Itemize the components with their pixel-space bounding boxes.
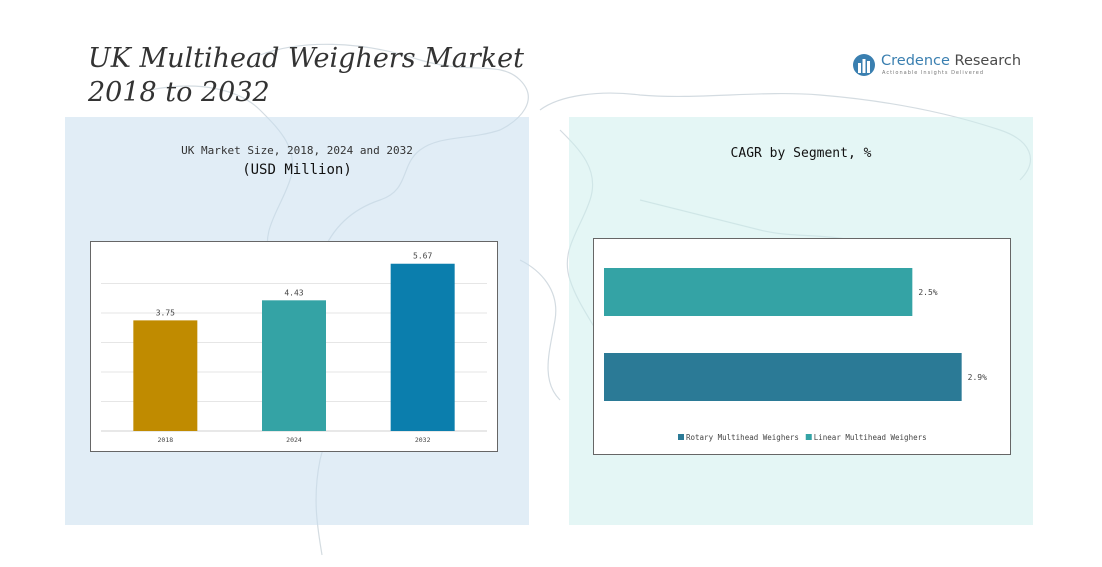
- legend-swatch: [678, 434, 684, 440]
- legend-label: Rotary Multihead Weighers: [686, 433, 799, 442]
- bar-2032: [390, 263, 455, 431]
- x-tick-label: 2032: [415, 436, 431, 444]
- cagr-chart-title: CAGR by Segment, %: [730, 146, 872, 161]
- logo-brand-part1: Credence: [881, 53, 950, 69]
- bar-value-label: 5.67: [413, 252, 432, 261]
- logo-brand-text: Credence Research: [881, 53, 1021, 69]
- logo-brand-part2: Research: [949, 53, 1022, 69]
- legend-label: Linear Multihead Weighers: [814, 433, 927, 442]
- hbar-linear-multihead-weighers: [604, 268, 913, 316]
- bar-2018: [133, 320, 198, 431]
- hbar-rotary-multihead-weighers: [604, 353, 962, 401]
- title-line-1: UK Multihead Weighers Market: [88, 43, 524, 74]
- market-size-bar-chart: 3.75 2018 4.43 2024 5.67 2032: [101, 252, 487, 444]
- page-title: UK Multihead Weighers Market 2018 to 203…: [88, 42, 548, 110]
- x-tick-label: 2024: [286, 436, 302, 444]
- hbar-value-label: 2.5%: [918, 288, 937, 297]
- logo-mark-icon: [853, 54, 875, 76]
- market-size-chart-frame: 3.75 2018 4.43 2024 5.67 2032: [90, 241, 498, 452]
- x-tick-label: 2018: [158, 436, 174, 444]
- legend-swatch: [805, 434, 812, 440]
- market-size-chart-subtitle: (USD Million): [242, 162, 352, 178]
- credence-research-logo: Credence Research Actionable Insights De…: [851, 52, 1021, 82]
- bar-value-label: 4.43: [284, 288, 303, 297]
- title-line-2: 2018 to 2032: [88, 77, 270, 108]
- hbar-value-label: 2.9%: [968, 373, 987, 382]
- bar-value-label: 3.75: [156, 308, 175, 317]
- cagr-horizontal-bar-chart: 2.5% 2.9% Rotary Multihead Weighers Linear …: [604, 268, 987, 442]
- cagr-chart-frame: 2.5% 2.9% Rotary Multihead Weighers Linear …: [593, 238, 1011, 455]
- logo-tagline: Actionable Insights Delivered: [882, 70, 985, 76]
- market-size-panel: UK Market Size, 2018, 2024 and 2032 (USD…: [65, 117, 529, 525]
- bar-2024: [262, 300, 326, 431]
- market-size-chart-title: UK Market Size, 2018, 2024 and 2032: [181, 144, 413, 157]
- cagr-panel: CAGR by Segment, % 2.5% 2.9% Rotary Multih…: [569, 117, 1033, 525]
